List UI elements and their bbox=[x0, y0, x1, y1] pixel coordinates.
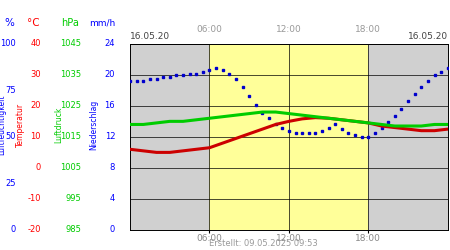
Text: 30: 30 bbox=[30, 70, 41, 79]
Text: Temperatur: Temperatur bbox=[16, 103, 25, 147]
Text: hPa: hPa bbox=[61, 18, 79, 28]
Text: 1005: 1005 bbox=[60, 164, 81, 172]
Text: 4: 4 bbox=[110, 194, 115, 203]
Text: 16: 16 bbox=[104, 101, 115, 110]
Text: 1035: 1035 bbox=[60, 70, 81, 79]
Text: 20: 20 bbox=[105, 70, 115, 79]
Text: 1015: 1015 bbox=[60, 132, 81, 141]
Text: 12: 12 bbox=[105, 132, 115, 141]
Text: 25: 25 bbox=[5, 179, 16, 188]
Text: Erstellt: 09.05.2025 09:53: Erstellt: 09.05.2025 09:53 bbox=[210, 238, 318, 248]
Text: Niederschlag: Niederschlag bbox=[89, 100, 98, 150]
Text: 06:00: 06:00 bbox=[197, 25, 222, 34]
Text: 8: 8 bbox=[110, 164, 115, 172]
Bar bbox=[209, 44, 369, 230]
Bar bbox=[368, 44, 448, 230]
Text: 0: 0 bbox=[36, 164, 41, 172]
Text: -20: -20 bbox=[27, 226, 41, 234]
Text: 995: 995 bbox=[65, 194, 81, 203]
Text: 10: 10 bbox=[31, 132, 41, 141]
Text: 16.05.20: 16.05.20 bbox=[408, 32, 448, 41]
Text: 16.05.20: 16.05.20 bbox=[130, 32, 170, 41]
Text: 24: 24 bbox=[105, 39, 115, 48]
Text: °C: °C bbox=[27, 18, 39, 28]
Text: 1025: 1025 bbox=[60, 101, 81, 110]
Text: %: % bbox=[4, 18, 14, 28]
Text: 50: 50 bbox=[5, 132, 16, 141]
Text: 0: 0 bbox=[10, 226, 16, 234]
Text: -10: -10 bbox=[27, 194, 41, 203]
Text: 12:00: 12:00 bbox=[276, 25, 302, 34]
Text: Luftfeuchtigkeit: Luftfeuchtigkeit bbox=[0, 95, 6, 155]
Text: Luftdruck: Luftdruck bbox=[54, 107, 63, 143]
Text: mm/h: mm/h bbox=[90, 18, 116, 28]
Text: 20: 20 bbox=[31, 101, 41, 110]
Text: 18:00: 18:00 bbox=[356, 25, 381, 34]
Text: 0: 0 bbox=[110, 226, 115, 234]
Text: 40: 40 bbox=[31, 39, 41, 48]
Text: 1045: 1045 bbox=[60, 39, 81, 48]
Text: 985: 985 bbox=[65, 226, 81, 234]
Bar bbox=[130, 44, 209, 230]
Text: 75: 75 bbox=[5, 86, 16, 95]
Text: 100: 100 bbox=[0, 39, 16, 48]
